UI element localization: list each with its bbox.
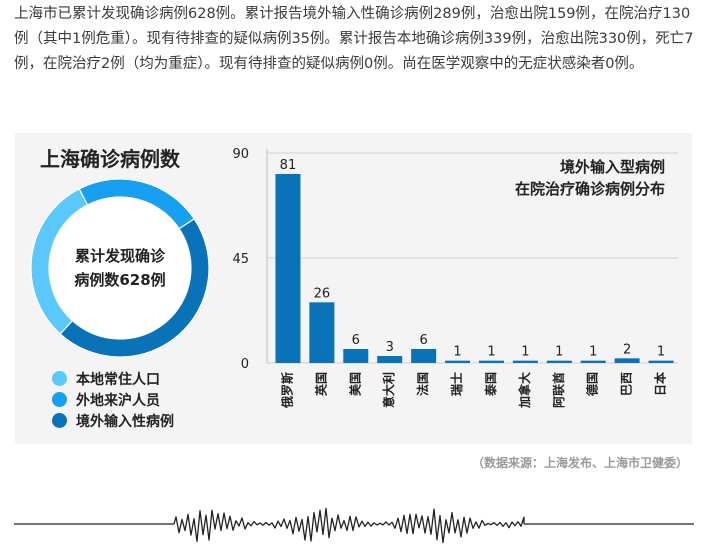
x-tick-label: 英国	[313, 372, 328, 396]
bar-美国	[343, 349, 369, 363]
donut-chart-title: 上海确诊病例数	[40, 147, 180, 171]
donut-center-line2: 病例数628例	[74, 271, 166, 289]
bar-法国	[411, 349, 437, 363]
x-tick-label: 瑞士	[449, 372, 464, 396]
bar-德国	[580, 360, 606, 363]
data-label: 3	[386, 340, 394, 355]
bar-巴西	[614, 358, 640, 363]
x-tick-label: 俄罗斯	[279, 372, 294, 409]
bar-日本	[648, 360, 674, 363]
bar-加拿大	[512, 360, 538, 363]
legend-item-local: 本地常住人口	[52, 368, 174, 389]
legend-label: 境外输入性病例	[76, 413, 174, 430]
data-label: 1	[487, 345, 495, 360]
y-tick-label: 0	[241, 357, 249, 372]
donut-chart	[30, 178, 210, 358]
bar-chart-title-line2: 在院治疗确诊病例分布	[514, 180, 665, 198]
y-tick-label: 90	[232, 147, 249, 162]
data-label: 26	[314, 286, 331, 301]
data-source-note: （数据来源：上海发布、上海市卫健委）	[471, 456, 688, 470]
data-label: 1	[589, 345, 597, 360]
donut-hole	[49, 197, 191, 339]
bar-瑞士	[445, 360, 471, 363]
data-label: 1	[657, 345, 665, 360]
x-tick-label: 巴西	[620, 372, 634, 396]
x-tick-label: 意大利	[381, 372, 396, 408]
y-tick-label: 45	[232, 252, 249, 267]
data-label: 1	[453, 345, 461, 360]
legend-swatch	[52, 392, 67, 407]
x-tick-label: 泰国	[483, 372, 498, 397]
data-label: 81	[280, 158, 297, 173]
donut-center-label: 累计发现确诊 病例数628例	[58, 244, 182, 292]
legend-label: 外地来沪人员	[76, 392, 160, 409]
waveform-divider	[14, 507, 694, 544]
bar-泰国	[478, 360, 504, 363]
data-label: 1	[555, 345, 563, 360]
bar-俄罗斯	[275, 174, 301, 363]
data-label: 6	[419, 333, 427, 348]
data-label: 1	[521, 345, 529, 360]
x-tick-label: 加拿大	[517, 372, 532, 409]
bar-chart-title: 境外输入型病例 在院治疗确诊病例分布	[495, 156, 665, 200]
x-tick-label: 德国	[585, 372, 600, 396]
x-tick-label: 阿联酋	[551, 372, 566, 408]
x-tick-label: 美国	[347, 372, 362, 396]
intro-paragraph: 上海市已累计发现确诊病例628例。累计报告境外输入性确诊病例289例，治愈出院1…	[14, 6, 694, 72]
legend-swatch	[52, 371, 67, 386]
legend-label: 本地常住人口	[76, 371, 160, 388]
x-tick-label: 日本	[653, 372, 668, 396]
data-label: 6	[352, 333, 360, 348]
x-tick-label: 法国	[415, 372, 430, 396]
legend-item-nonlocal: 外地来沪人员	[52, 389, 174, 410]
donut-slice-imported	[59, 217, 210, 358]
bar-意大利	[377, 356, 403, 363]
bar-阿联酋	[546, 360, 572, 363]
bar-chart-title-line1: 境外输入型病例	[559, 158, 665, 176]
legend-item-imported: 境外输入性病例	[52, 410, 174, 431]
donut-legend: 本地常住人口 外地来沪人员 境外输入性病例	[52, 368, 174, 431]
legend-swatch	[52, 413, 67, 428]
waveform-squiggle	[173, 507, 525, 544]
bar-英国	[309, 302, 335, 363]
data-label: 2	[623, 342, 631, 357]
donut-center-line1: 累计发现确诊	[74, 247, 165, 265]
bar-chart: 0 45 90 81 俄罗斯 26 英国 6 美国 3 意大利 6 法国 1 瑞士 1 泰国 1 加拿大 1 阿联酋 1 德…	[232, 147, 678, 409]
